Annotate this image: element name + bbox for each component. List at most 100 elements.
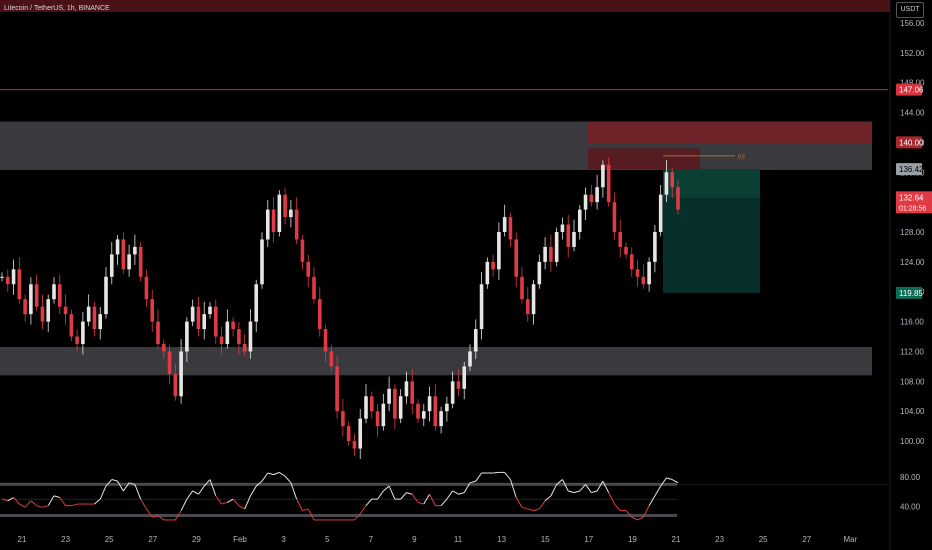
candle-body [566,224,571,247]
candle-body [647,261,651,285]
rsi-line-segment [47,495,55,506]
rsi-line-segment [625,510,633,518]
candle-body [433,396,438,427]
entry-price-tag-bg [896,163,922,176]
rsi-line-segment [279,471,286,477]
rsi-line-segment [614,503,621,511]
candle-body [543,246,547,262]
candle-body [231,321,235,330]
rsi-line-segment [192,490,199,495]
rsi-line-segment [660,477,667,487]
candle-body [364,396,368,419]
candle-body [352,441,357,449]
candle-body [86,306,91,322]
candle-body [138,246,143,277]
candle-body [98,314,103,330]
rsi-line-segment [561,479,569,492]
candle-body [635,269,640,277]
candle-body [254,284,259,322]
candle-body [358,418,363,449]
time-tick-label: 29 [192,535,201,544]
candle-body [653,232,657,262]
currency-button[interactable]: USDT [896,2,924,18]
rsi-line-segment [475,472,482,482]
rsi-line-segment [42,505,49,508]
rsi-line-segment [134,484,142,500]
rsi-line-segment [538,500,546,510]
rsi-line-segment [117,480,124,492]
rsi-line-segment [359,505,367,515]
candle-body [225,321,230,344]
rsi-line-segment [406,492,413,495]
candle-body [306,261,311,277]
rsi-line-segment [469,480,476,484]
rsi-line-segment [290,482,298,500]
rsi-line-segment [255,480,263,487]
time-tick-label: 15 [541,535,550,544]
candle-body [242,344,247,352]
candle-body [658,194,663,232]
rsi-line-segment [296,498,303,511]
candle-body [462,366,467,389]
time-tick-label: Feb [233,535,247,544]
rsi-line-segment [388,485,396,500]
last-price-tag-bg [896,191,932,214]
candle-body [502,217,507,232]
candle-body [398,396,403,419]
time-tick-label: 13 [497,535,506,544]
candle-body [491,261,495,270]
time-tick-label: 23 [715,535,724,544]
candle-body [629,254,634,270]
rsi-line-segment [463,482,471,493]
rsi-tick-label: 40.00 [900,503,921,512]
symbol-title[interactable]: Litecoin / TetherUS, 1h, BINANCE [4,5,110,12]
candle-body [589,194,594,203]
time-tick-label: 25 [759,535,768,544]
candle-body [75,336,79,344]
rsi-line-segment [238,505,245,510]
rsi-line-segment [53,495,60,498]
time-tick-label: 11 [454,535,463,544]
candle-body [473,329,478,352]
price-tick-label: 144.00 [900,109,925,118]
rsi-line-segment [209,479,217,497]
rsi-line-segment [180,498,188,511]
candle-body [583,194,588,210]
rsi-line-segment [556,479,563,485]
time-tick-label: 27 [802,535,811,544]
rsi-line-segment [122,482,130,492]
candle-body [133,246,137,255]
time-tick-label: 5 [325,535,330,544]
candle-body [468,351,472,367]
rsi-line-segment [504,472,511,480]
rsi-line-segment [19,503,26,508]
candle-body [497,232,501,270]
countdown-tag: 01:28:56 [899,205,926,212]
rsi-line-segment [261,472,269,482]
candle-body [283,194,287,218]
candle-body [248,321,253,352]
rsi-lower-band [0,514,677,517]
rsi-line-segment [585,484,592,493]
candle-body [416,403,420,419]
candle-body [439,411,443,427]
last-price-tag: 132.64 [899,193,924,202]
candle-body [121,239,126,270]
candle-body [317,299,322,330]
candle-body [393,388,397,419]
rsi-line-segment [591,490,598,494]
candle-body [156,321,160,344]
candle-body [514,239,519,277]
candle-body [375,411,380,427]
rsi-line-segment [1,498,8,502]
time-tick-label: 21 [672,535,681,544]
rsi-line-segment [198,485,205,495]
rsi-line-segment [666,477,673,481]
candle-body [34,284,39,307]
time-tick-label: 7 [369,535,374,544]
rsi-line-segment [94,498,101,505]
candle-body [404,381,409,397]
candle-body [69,314,74,337]
price-tick-label: 108.00 [900,377,925,386]
